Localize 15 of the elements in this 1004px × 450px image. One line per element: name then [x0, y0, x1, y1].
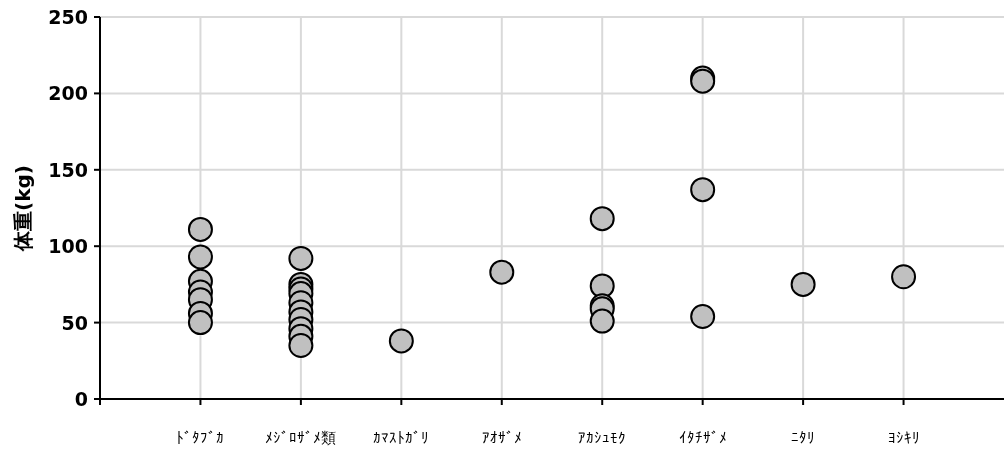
y-tick-label: 250	[48, 6, 88, 28]
x-tick-label: ﾒｼﾞﾛｻﾞﾒ類	[265, 429, 337, 447]
x-tick-label: ｲﾀﾁｻﾞﾒ	[678, 429, 727, 447]
x-tick-label: ｶﾏｽﾄｶﾞﾘ	[373, 429, 430, 447]
y-tick-label: 150	[48, 158, 88, 181]
y-tick-label: 200	[48, 82, 88, 105]
y-tick-label: 100	[48, 235, 88, 258]
y-tick-label: 0	[74, 388, 88, 410]
x-tick-label: ﾖｼｷﾘ	[887, 429, 920, 447]
y-tick-label: 50	[61, 311, 88, 334]
x-tick-label: ﾆﾀﾘ	[791, 429, 816, 447]
x-tick-label: ﾄﾞﾀﾌﾞｶ	[176, 429, 225, 447]
x-tick-label: ｱｵｻﾞﾒ	[481, 429, 522, 447]
y-axis-title: 体重(kg)	[11, 165, 35, 252]
x-tick-label: ｱｶｼｭﾓｸ	[578, 429, 627, 447]
